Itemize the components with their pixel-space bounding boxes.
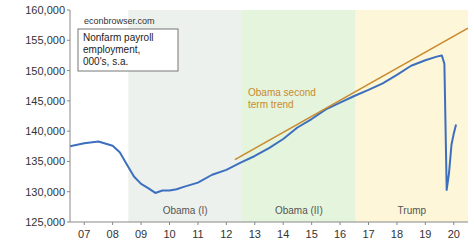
note-box — [78, 29, 178, 71]
x-tick-label: 16 — [334, 228, 346, 240]
x-tick — [197, 222, 198, 225]
x-tick — [425, 222, 426, 225]
y-tick — [67, 222, 70, 223]
y-tick-label: 140,000 — [25, 125, 65, 137]
x-tick-label: 08 — [107, 228, 119, 240]
y-tick-label: 145,000 — [25, 95, 65, 107]
x-tick — [112, 222, 113, 225]
x-tick-label: 13 — [249, 228, 261, 240]
x-tick-label: 19 — [419, 228, 431, 240]
x-tick — [254, 222, 255, 225]
y-tick — [67, 131, 70, 132]
source-note: econbrowser.com — [84, 16, 155, 26]
x-tick-label: 15 — [306, 228, 318, 240]
x-tick-label: 17 — [362, 228, 374, 240]
trend-label: term trend — [248, 99, 294, 110]
x-tick — [368, 222, 369, 225]
x-tick — [453, 222, 454, 225]
period-label: Obama (I) — [163, 205, 208, 216]
note-text: 000's, s.a. — [83, 56, 128, 67]
lines — [70, 28, 468, 193]
y-tick-label: 125,000 — [25, 216, 65, 228]
x-tick — [84, 222, 85, 225]
x-tick-label: 11 — [192, 228, 203, 240]
x-tick-label: 07 — [78, 228, 90, 240]
note-text: Nonfarm payroll — [83, 32, 154, 43]
x-axis — [70, 222, 468, 223]
y-tick — [67, 100, 70, 101]
x-tick-label: 14 — [277, 228, 289, 240]
period-band — [242, 10, 356, 222]
periods — [128, 10, 468, 222]
y-axis — [70, 10, 71, 222]
period-band — [356, 10, 468, 222]
series-line — [70, 55, 456, 193]
period-label: Obama (II) — [275, 205, 323, 216]
period-label: Trump — [398, 205, 427, 216]
series-line — [235, 28, 468, 159]
y-tick — [67, 161, 70, 162]
x-tick-label: 12 — [220, 228, 232, 240]
x-tick — [311, 222, 312, 225]
x-tick-label: 20 — [448, 228, 460, 240]
y-tick — [67, 40, 70, 41]
y-tick-label: 150,000 — [25, 65, 65, 77]
x-tick — [226, 222, 227, 225]
x-tick-label: 18 — [391, 228, 403, 240]
x-tick — [340, 222, 341, 225]
x-tick-label: 09 — [135, 228, 147, 240]
x-tick — [283, 222, 284, 225]
x-tick — [141, 222, 142, 225]
y-tick-label: 135,000 — [25, 155, 65, 167]
y-tick-label: 155,000 — [25, 34, 65, 46]
x-tick-label: 10 — [163, 228, 175, 240]
y-tick-label: 160,000 — [25, 4, 65, 16]
y-tick — [67, 191, 70, 192]
y-tick — [67, 70, 70, 71]
note-text: employment, — [83, 44, 140, 55]
trend-label: Obama second — [248, 87, 316, 98]
y-tick — [67, 10, 70, 11]
chart: Obama (I) Obama (II) Trump 125,000 130,000 13… — [0, 0, 474, 250]
x-tick — [396, 222, 397, 225]
y-tick-label: 130,000 — [25, 186, 65, 198]
x-tick — [169, 222, 170, 225]
